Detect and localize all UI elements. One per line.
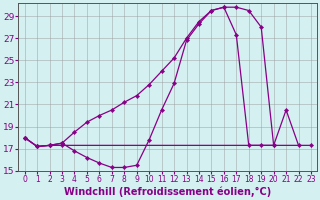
- X-axis label: Windchill (Refroidissement éolien,°C): Windchill (Refroidissement éolien,°C): [64, 187, 271, 197]
